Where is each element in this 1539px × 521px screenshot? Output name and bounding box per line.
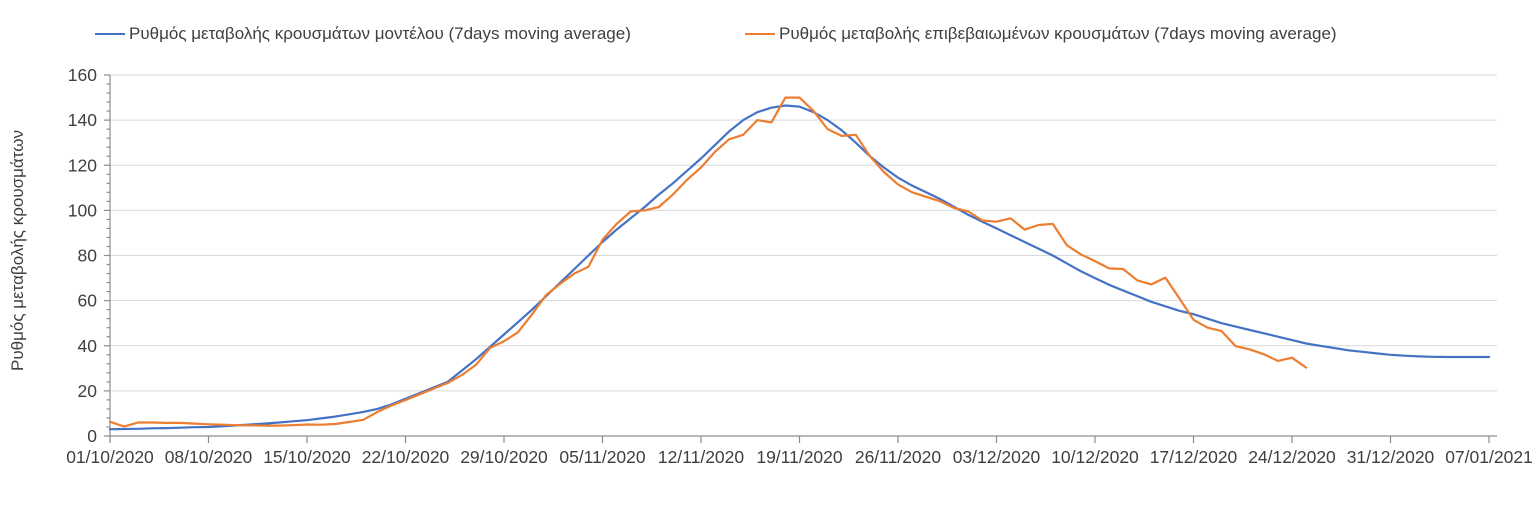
legend-line-sample-confirmed-icon xyxy=(745,32,775,36)
x-tick-label: 03/12/2020 xyxy=(953,447,1041,467)
y-tick-label: 140 xyxy=(68,110,97,130)
x-tick-label: 29/10/2020 xyxy=(460,447,548,467)
x-tick-label: 26/11/2020 xyxy=(855,447,942,467)
x-tick-label: 08/10/2020 xyxy=(165,447,253,467)
y-tick-label: 80 xyxy=(78,246,98,266)
y-tick-label: 100 xyxy=(68,200,97,220)
y-tick-label: 160 xyxy=(68,65,97,85)
y-tick-label: 20 xyxy=(78,381,98,401)
y-tick-label: 40 xyxy=(78,336,98,356)
x-tick-label: 15/10/2020 xyxy=(263,447,351,467)
legend-item-model: Ρυθμός μεταβολής κρουσμάτων μοντέλου (7d… xyxy=(95,24,631,44)
x-tick-label: 31/12/2020 xyxy=(1347,447,1435,467)
legend-item-confirmed: Ρυθμός μεταβολής επιβεβαιωμένων κρουσμάτ… xyxy=(745,24,1337,44)
x-tick-label: 01/10/2020 xyxy=(66,447,154,467)
x-tick-label: 22/10/2020 xyxy=(362,447,450,467)
legend: Ρυθμός μεταβολής κρουσμάτων μοντέλου (7d… xyxy=(0,0,1539,50)
y-tick-label: 60 xyxy=(78,291,98,311)
legend-label-model: Ρυθμός μεταβολής κρουσμάτων μοντέλου (7d… xyxy=(129,24,631,43)
x-tick-label: 05/11/2020 xyxy=(559,447,646,467)
legend-line-sample-model-icon xyxy=(95,32,125,36)
y-axis-title: Ρυθμός μεταβολής κρουσμάτων xyxy=(8,130,27,371)
x-tick-label: 07/01/2021 xyxy=(1445,447,1533,467)
x-tick-label: 12/11/2020 xyxy=(658,447,745,467)
x-tick-label: 24/12/2020 xyxy=(1248,447,1336,467)
y-tick-label: 120 xyxy=(68,155,97,175)
y-tick-label: 0 xyxy=(87,426,97,446)
x-tick-label: 19/11/2020 xyxy=(756,447,843,467)
x-tick-label: 17/12/2020 xyxy=(1150,447,1238,467)
x-tick-label: 10/12/2020 xyxy=(1051,447,1139,467)
confirmed-series-line xyxy=(108,96,1308,428)
model-series-line xyxy=(108,104,1491,431)
legend-label-confirmed: Ρυθμός μεταβολής επιβεβαιωμένων κρουσμάτ… xyxy=(779,24,1337,43)
